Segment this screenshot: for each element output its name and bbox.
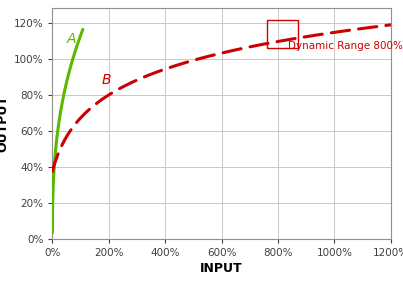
Bar [267, 20, 298, 48]
X-axis label: INPUT: INPUT [200, 262, 243, 275]
Text: A: A [67, 32, 77, 46]
Text: B: B [102, 73, 111, 87]
Y-axis label: OUTPUT: OUTPUT [0, 95, 10, 152]
Text: Dynamic Range 800%: Dynamic Range 800% [288, 41, 403, 51]
